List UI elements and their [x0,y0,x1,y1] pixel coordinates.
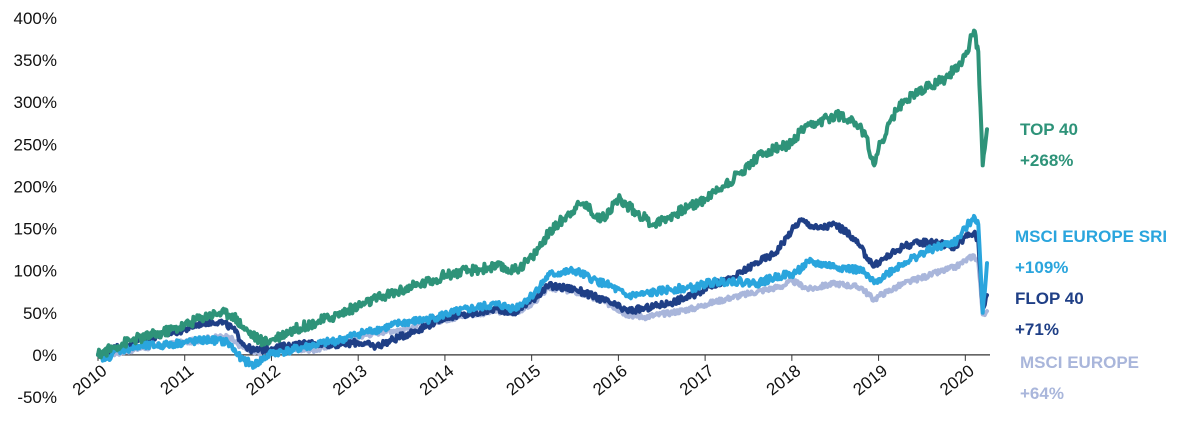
y-tick-label: 150% [14,220,57,239]
y-tick-label: 400% [14,9,57,28]
x-tick-label: 2016 [589,361,631,399]
series-label-name: TOP 40 [1020,120,1078,139]
x-tick-label: 2017 [676,361,718,399]
x-tick-label: 2011 [157,361,198,398]
y-axis-ticks: 400% 350% 300% 250% 200% 150% 100% 50% 0% -50% [14,9,57,407]
series-label-value: +71% [1015,320,1059,339]
series-label-name: FLOP 40 [1015,289,1084,308]
x-tick-label: 2010 [69,361,111,399]
series-label-value: +268% [1020,151,1073,170]
x-tick-label: 2013 [329,361,371,399]
x-tick-label: 2014 [416,361,458,399]
series-label-value: +109% [1015,258,1068,277]
series-labels: MSCI EUROPE +64% FLOP 40 +71% MSCI EUROPE SR… [1015,120,1167,403]
series-label-value: +64% [1020,384,1064,403]
series-label-name: MSCI EUROPE SRI [1015,227,1167,246]
y-tick-label: 200% [14,177,57,196]
series-line-top-40 [96,28,989,360]
series-lines [96,28,989,370]
y-tick-label: 50% [23,304,57,323]
y-tick-label: -50% [17,388,57,407]
x-tick-label: 2020 [936,361,978,399]
x-tick-label: 2019 [850,361,892,399]
series-line-flop-40 [96,217,989,358]
y-tick-label: 350% [14,51,57,70]
series-label-name: MSCI EUROPE [1020,353,1139,372]
x-tick-label: 2018 [763,361,805,399]
y-tick-label: 100% [14,262,57,281]
series-line-msci-europe-sri [96,213,989,370]
y-tick-label: 0% [32,346,57,365]
y-tick-label: 250% [14,135,57,154]
y-tick-label: 300% [14,93,57,112]
x-tick-label: 2015 [503,361,545,399]
x-axis-ticks: 2010 2011 2012 2013 2014 2015 2016 2017 2018 2019… [69,354,978,399]
